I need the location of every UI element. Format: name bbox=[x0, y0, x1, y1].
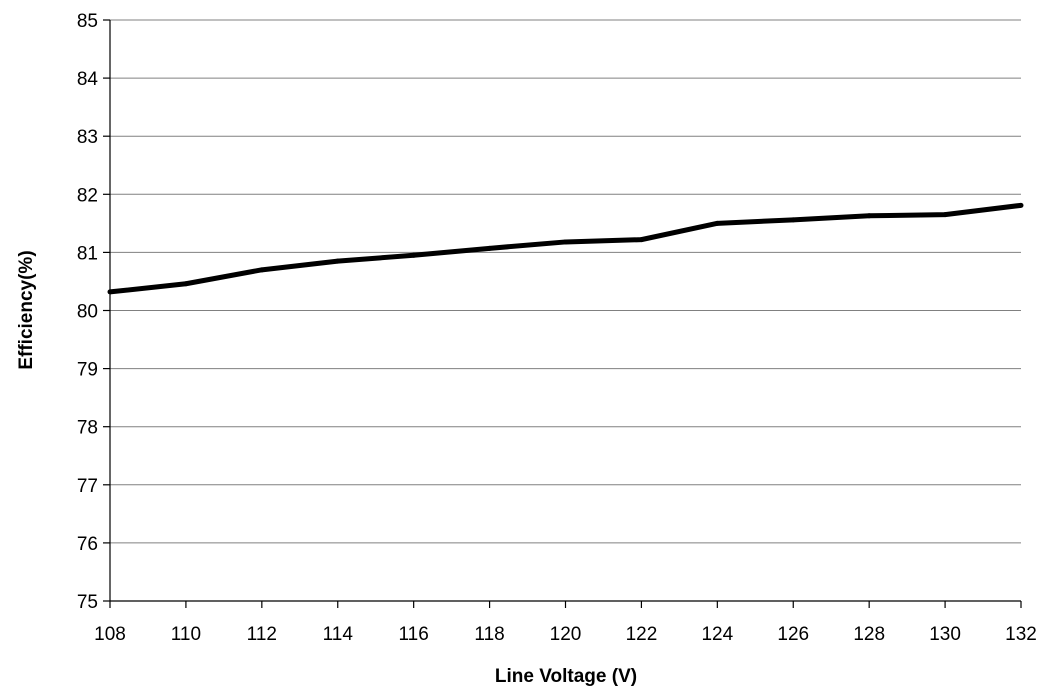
data-point bbox=[107, 289, 113, 295]
data-point bbox=[259, 267, 265, 273]
data-point bbox=[183, 281, 189, 287]
x-tick-label: 128 bbox=[853, 624, 885, 645]
x-tick-label: 124 bbox=[701, 624, 733, 645]
x-tick-label: 118 bbox=[474, 624, 504, 645]
data-point bbox=[714, 220, 720, 226]
gridlines bbox=[110, 19, 1021, 544]
y-axis-title: Efficiency(%) bbox=[16, 250, 37, 369]
y-tick-label: 83 bbox=[77, 127, 98, 148]
y-tick-label: 81 bbox=[77, 243, 98, 264]
y-tick-label: 84 bbox=[77, 69, 99, 90]
x-tick-label: 130 bbox=[929, 624, 961, 645]
data-point bbox=[638, 237, 644, 243]
data-point bbox=[411, 252, 417, 258]
data-point bbox=[335, 258, 341, 264]
data-point bbox=[790, 217, 796, 223]
data-point bbox=[942, 212, 948, 218]
x-tick-label: 114 bbox=[323, 624, 354, 645]
data-point bbox=[563, 239, 568, 245]
x-axis-ticks: 108 110 112 114 116 118 120 122 124 126 128 130 132 bbox=[94, 601, 1037, 645]
x-axis-title: Line Voltage (V) bbox=[495, 666, 637, 687]
x-tick-label: 132 bbox=[1005, 624, 1037, 645]
y-tick-label: 76 bbox=[77, 534, 98, 555]
y-tick-label: 75 bbox=[77, 592, 98, 613]
series-group bbox=[107, 202, 1024, 295]
data-point bbox=[1018, 202, 1024, 208]
y-tick-label: 80 bbox=[77, 302, 98, 323]
efficiency-series-line bbox=[109, 202, 1022, 295]
x-tick-label: 120 bbox=[550, 624, 582, 645]
x-tick-label: 122 bbox=[626, 624, 658, 645]
y-tick-label: 79 bbox=[77, 360, 98, 381]
x-tick-label: 110 bbox=[171, 624, 201, 645]
data-point bbox=[487, 245, 493, 251]
y-tick-label: 78 bbox=[77, 418, 98, 439]
x-tick-label: 126 bbox=[777, 624, 809, 645]
y-axis-ticks: 75 76 77 78 79 80 81 82 83 84 85 bbox=[77, 11, 110, 613]
x-tick-label: 112 bbox=[247, 624, 277, 645]
x-tick-label: 116 bbox=[399, 624, 429, 645]
data-point bbox=[866, 213, 872, 219]
x-tick-label: 108 bbox=[94, 624, 126, 645]
y-tick-label: 77 bbox=[77, 476, 98, 497]
y-tick-label: 85 bbox=[77, 11, 98, 32]
y-tick-label: 82 bbox=[77, 185, 98, 206]
